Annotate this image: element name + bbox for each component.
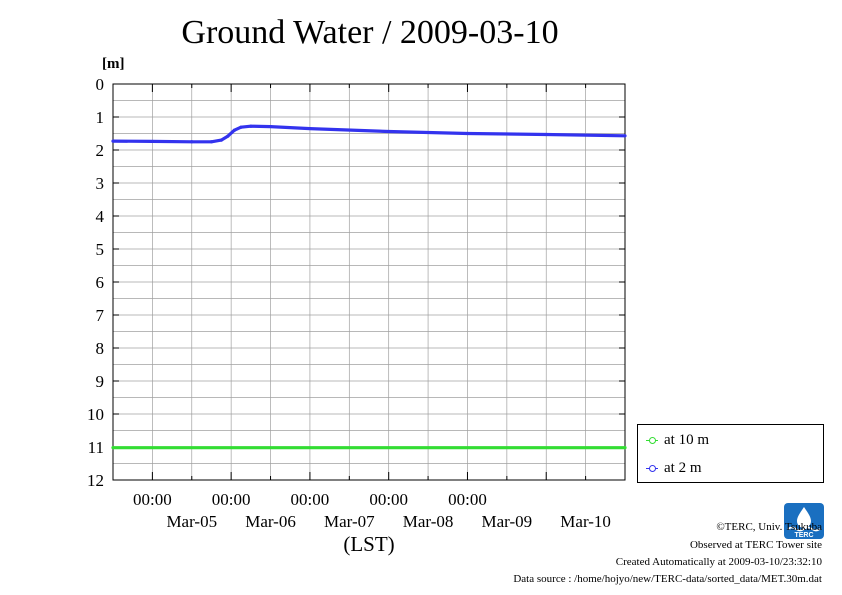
chart-title: Ground Water / 2009-03-10 [181,14,559,51]
x-tick-time-label: 00:00 [133,490,172,509]
legend-item-2m: at 2 m [646,458,702,478]
x-tick-time-label: 00:00 [369,490,408,509]
y-axis-unit: [m] [102,56,125,72]
x-tick-date-label: Mar-10 [560,512,611,531]
y-tick-label: 4 [96,207,105,226]
data-point [150,139,154,144]
y-tick-label: 7 [96,306,105,325]
x-tick-date-label: Mar-07 [324,512,375,531]
data-point [219,138,223,142]
x-axis-label: (LST) [343,532,394,556]
data-point [268,124,273,129]
y-tick-label: 8 [96,339,105,358]
data-point [111,139,115,143]
credit-observed: Observed at TERC Tower site [689,539,822,551]
terc-logo: TERC [784,503,824,539]
x-tick-time-label: 00:00 [448,490,487,509]
data-point [308,126,312,131]
y-tick-label: 5 [96,240,105,259]
x-tick-date-label: Mar-05 [166,512,217,531]
data-point [249,124,253,128]
y-tick-label: 10 [87,405,104,424]
legend-marker [646,464,658,472]
y-tick-label: 6 [96,273,105,292]
y-tick-label: 9 [96,372,105,391]
legend-label: at 2 m [664,459,702,476]
y-tick-label: 2 [96,141,105,160]
data-point [465,131,470,136]
credit-copyright: ©TERC, Univ. Tsukuba [716,521,822,533]
data-point [623,134,627,138]
data-point [232,128,237,132]
data-point [544,132,548,137]
x-tick-date-label: Mar-08 [403,512,454,531]
credit-source: Data source : /home/hojyo/new/TERC-data/… [513,573,822,585]
data-point [239,125,243,129]
x-tick-time-label: 00:00 [291,490,330,509]
legend-item-10m: at 10 m [646,430,709,450]
data-point [209,140,214,144]
legend-label: at 10 m [664,431,709,448]
y-tick-label: 0 [96,75,105,94]
data-point [387,129,391,134]
x-tick-date-label: Mar-06 [245,512,296,531]
data-point [190,140,194,144]
data-point [226,134,230,138]
legend-marker [646,436,658,444]
data-point [623,446,627,450]
series-line [112,124,626,144]
data-point [111,446,115,450]
x-tick-date-label: Mar-09 [482,512,533,531]
logo-text: TERC [794,532,813,539]
y-tick-label: 11 [88,438,104,457]
x-tick-time-label: 00:00 [212,490,251,509]
y-tick-label: 3 [96,174,105,193]
y-tick-label: 12 [87,471,104,490]
legend: at 10 m at 2 m [637,424,824,483]
credit-created: Created Automatically at 2009-03-10/23:3… [615,556,822,568]
y-tick-label: 1 [96,108,105,127]
